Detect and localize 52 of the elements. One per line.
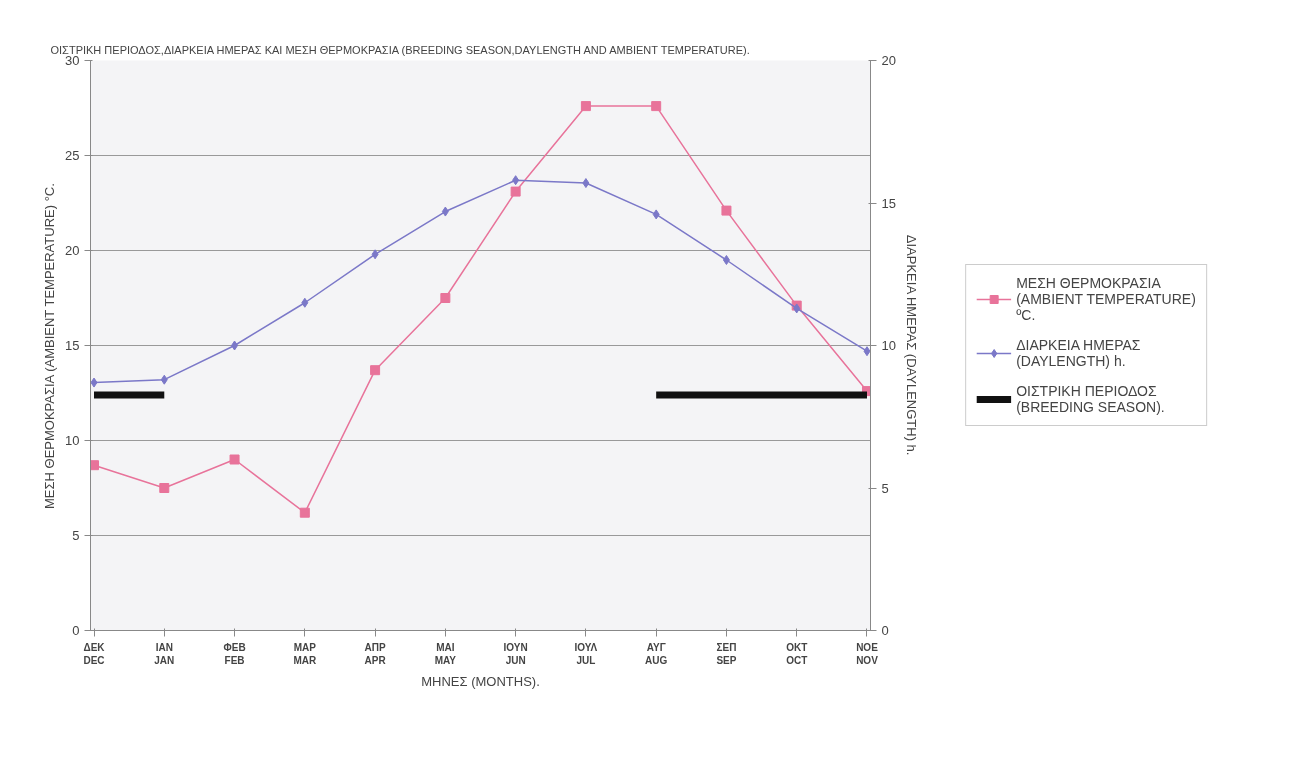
y2-tick-label: 5 (881, 480, 889, 496)
y2-tick-label: 10 (881, 338, 896, 353)
x-tick-label: ΝΟΕ NOV (856, 641, 879, 666)
chart-title: ΟΙΣΤΡΙΚΗ ΠΕΡΙΟΔΟΣ,ΔΙΑΡΚΕΙΑ ΗΜΕΡΑΣ ΚΑΙ ΜΕΣΗ ΘΕΡΜΟΚΡΑΣΙΑ (BREEDING SEASON,DAYLENGTH AND AMBIENT TEMPERATURE). (50, 43, 750, 56)
y-tick-label: 25 (65, 148, 80, 163)
point (159, 483, 170, 493)
point (441, 206, 449, 217)
point (371, 249, 379, 260)
y-tick-label: 0 (72, 623, 80, 638)
point (299, 507, 310, 518)
x-tick-label: ΦΕΒ FEB (223, 641, 246, 666)
y2-tick-label: 0 (881, 623, 889, 638)
y-tick-label: 10 (65, 433, 80, 448)
x-axis-title: ΜΗΝΕΣ (MONTHS). (421, 673, 540, 689)
y2-axis-title: ΔΙΑΡΚΕΙΑ ΗΜΕΡΑΣ (DAYLENGTH) h. (903, 234, 919, 456)
legend-label: ΜΕΣΗ ΘΕΡΜΟΚΡΑΣΙΑ (AMBIENT TEMPERATURE) ºC. (1016, 275, 1196, 323)
x-tick-label: ΙΟΥΛ JUL (574, 641, 598, 666)
point (651, 101, 662, 112)
x-tick-label: ΙΑΝ JAN (154, 641, 175, 666)
point (510, 186, 521, 197)
y-tick-label: 30 (65, 53, 80, 68)
legend-label: ΟΙΣΤΡΙΚΗ ΠΕΡΙΟΔΟΣ (BREEDING SEASON). (1016, 383, 1165, 415)
y2-tick-label: 15 (881, 195, 896, 211)
point (440, 293, 451, 303)
point (512, 175, 520, 186)
x-tick-label: ΟΚΤ OCT (786, 641, 808, 666)
x-tick-label: ΣΕΠ SEP (716, 641, 737, 666)
y-tick-label: 15 (65, 338, 80, 353)
point (90, 460, 100, 471)
point (580, 101, 591, 112)
y-tick-label: 5 (72, 528, 80, 543)
point (90, 377, 98, 388)
x-tick-label: ΑΠΡ APR (364, 641, 387, 666)
x-tick-label: ΑΥΓ AUG (645, 641, 668, 666)
point (863, 346, 871, 357)
point (721, 205, 732, 216)
point (229, 454, 240, 465)
legend-label: ΔΙΑΡΚΕΙΑ ΗΜΕΡΑΣ (DAYLENGTH) h. (1016, 337, 1141, 369)
x-tick-label: ΜΑΡ MAR (293, 641, 317, 666)
point (231, 340, 239, 351)
x-tick-label: ΜΑΙ MAY (434, 641, 457, 666)
x-tick-label: ΙΟΥΝ JUN (503, 641, 528, 666)
point (301, 297, 309, 308)
y-axis-title: ΜΕΣΗ ΘΕΡΜΟΚΡΑΣΙΑ (AMBIENT TEMPERATURE) °C. (42, 183, 58, 510)
point (582, 178, 590, 189)
point (652, 209, 660, 220)
y2-tick-label: 20 (881, 53, 896, 68)
y-tick-label: 20 (65, 243, 80, 258)
point (160, 374, 168, 385)
x-tick-label: ΔΕΚ DEC (83, 641, 106, 666)
point (370, 365, 381, 376)
point (722, 255, 730, 265)
